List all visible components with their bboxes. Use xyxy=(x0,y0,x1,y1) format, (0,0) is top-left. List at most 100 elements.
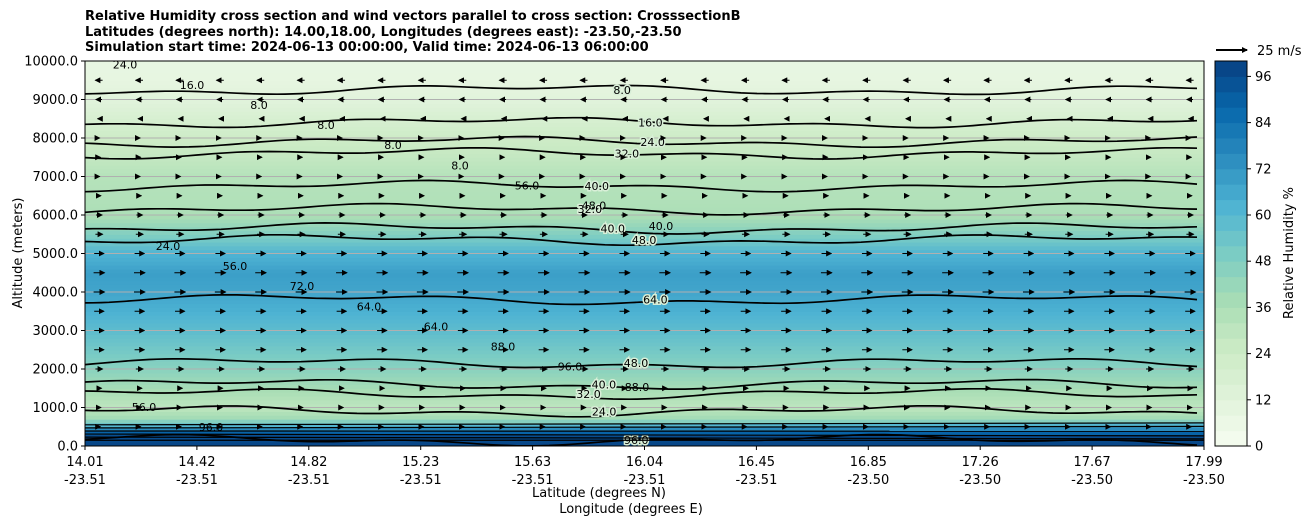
colorbar-swatch xyxy=(1215,61,1247,77)
x-tick-label-lon: -23.51 xyxy=(288,473,330,488)
colorbar-swatch xyxy=(1215,168,1247,185)
title-line-2: Latitudes (degrees north): 14.00,18.00, … xyxy=(85,24,682,40)
rh-band xyxy=(85,134,1204,139)
rh-band xyxy=(85,145,1204,151)
contour-line xyxy=(85,222,1198,235)
contour-label: 24.0 xyxy=(113,59,138,72)
rh-band xyxy=(85,272,1204,278)
rh-band xyxy=(85,372,1204,378)
colorbar-swatch xyxy=(1215,76,1247,93)
y-tick-label: 7000.0 xyxy=(33,170,79,185)
x-tick-label-lon: -23.50 xyxy=(847,473,889,488)
x-tick-label-lat: 15.63 xyxy=(514,455,551,470)
rh-band xyxy=(85,426,1204,432)
rh-band xyxy=(85,295,1204,301)
colorbar-tick-label: 60 xyxy=(1255,209,1272,224)
rh-band xyxy=(85,168,1204,174)
y-tick-label: 1000.0 xyxy=(33,401,79,416)
colorbar-swatch xyxy=(1215,122,1247,139)
wind-vectors xyxy=(93,77,1197,430)
x-axis-label-lat: Latitude (degrees N) xyxy=(532,486,666,501)
contour-line xyxy=(85,135,1198,149)
contour-label: 40.0 xyxy=(649,220,674,233)
y-tick-label: 8000.0 xyxy=(33,132,79,147)
rh-band xyxy=(85,403,1204,409)
rh-band xyxy=(85,407,1204,412)
colorbar-swatch xyxy=(1215,338,1247,355)
contour-label: 8.0 xyxy=(250,99,268,112)
colorbar-swatch xyxy=(1215,384,1247,401)
rh-band xyxy=(85,257,1204,262)
rh-band xyxy=(85,384,1204,389)
x-tick-label-lon: -23.50 xyxy=(1071,473,1113,488)
colorbar-tick-label: 96 xyxy=(1255,70,1272,85)
rh-band xyxy=(85,164,1204,170)
x-tick-label-lon: -23.50 xyxy=(959,473,1001,488)
contour-label: 64.0 xyxy=(357,300,382,313)
rh-band xyxy=(85,261,1204,266)
rh-band xyxy=(85,161,1204,166)
contour-line xyxy=(85,436,1204,440)
y-tick-label: 6000.0 xyxy=(33,209,79,224)
contour-label: 64.0 xyxy=(643,294,668,307)
rh-band xyxy=(85,191,1204,197)
contour-label: 88.0 xyxy=(625,381,650,394)
contour-line xyxy=(85,433,1204,437)
rh-band xyxy=(85,380,1204,385)
contour-label: 24.0 xyxy=(640,136,665,149)
colorbar-swatch xyxy=(1215,353,1247,370)
colorbar-tick-label: 72 xyxy=(1255,162,1272,177)
y-tick-label: 4000.0 xyxy=(33,286,79,301)
y-tick-label: 10000.0 xyxy=(24,55,78,70)
x-tick-label-lon: -23.51 xyxy=(735,473,777,488)
rh-band xyxy=(85,172,1204,178)
contour-line xyxy=(85,146,1198,160)
colorbar-tick-label: 12 xyxy=(1255,393,1272,408)
colorbar-swatch xyxy=(1215,245,1247,262)
rh-band xyxy=(85,211,1204,216)
rh-band xyxy=(85,245,1204,251)
rh-contours: 8.016.024.032.040.032.040.048.064.048.04… xyxy=(85,59,1204,446)
colorbar-tick-label: 24 xyxy=(1255,347,1272,362)
contour-label: 72.0 xyxy=(290,280,315,293)
colorbar-swatch xyxy=(1215,292,1247,308)
contour-label: 48.0 xyxy=(632,234,657,247)
colorbar-swatch xyxy=(1215,230,1247,247)
contour-line xyxy=(85,233,1198,247)
rh-band xyxy=(85,64,1204,70)
contour-label: 96.0 xyxy=(558,361,583,374)
contour-label: 8.0 xyxy=(451,159,469,172)
rh-band xyxy=(85,357,1204,362)
colorbar-tick-label: 0 xyxy=(1255,440,1263,455)
contour-line xyxy=(85,387,1198,401)
rh-band xyxy=(85,353,1204,359)
contour-label: 40.0 xyxy=(600,222,625,235)
rh-band xyxy=(85,218,1204,224)
contour-label: 40.0 xyxy=(584,180,609,193)
contour-label: 56.0 xyxy=(515,180,540,193)
x-tick-label-lat: 16.45 xyxy=(738,455,775,470)
rh-band xyxy=(85,415,1204,420)
colorbar-frame xyxy=(1214,60,1248,447)
y-tick-label: 2000.0 xyxy=(33,363,79,378)
rh-band xyxy=(85,122,1204,128)
x-tick-label-lat: 16.04 xyxy=(626,455,663,470)
contour-label: 8.0 xyxy=(384,139,402,152)
contour-label: 48.0 xyxy=(624,357,649,370)
y-tick-label: 9000.0 xyxy=(33,93,79,108)
colorbar-swatch xyxy=(1215,107,1247,124)
colorbar-tick-label: 48 xyxy=(1255,255,1272,270)
contour-label: 40.0 xyxy=(592,378,617,391)
y-tick-label: 5000.0 xyxy=(33,247,79,262)
rh-band xyxy=(85,199,1204,205)
x-tick-label-lat: 17.26 xyxy=(962,455,999,470)
rh-band xyxy=(85,361,1204,366)
contour-line xyxy=(85,422,1204,426)
colorbar-swatch xyxy=(1215,307,1247,324)
x-tick-label-lat: 15.23 xyxy=(402,455,439,470)
y-tick-label: 3000.0 xyxy=(33,324,79,339)
rh-band xyxy=(85,195,1204,201)
rh-band xyxy=(85,226,1204,231)
rh-band xyxy=(85,419,1204,424)
colorbar-tick-label: 36 xyxy=(1255,301,1272,316)
